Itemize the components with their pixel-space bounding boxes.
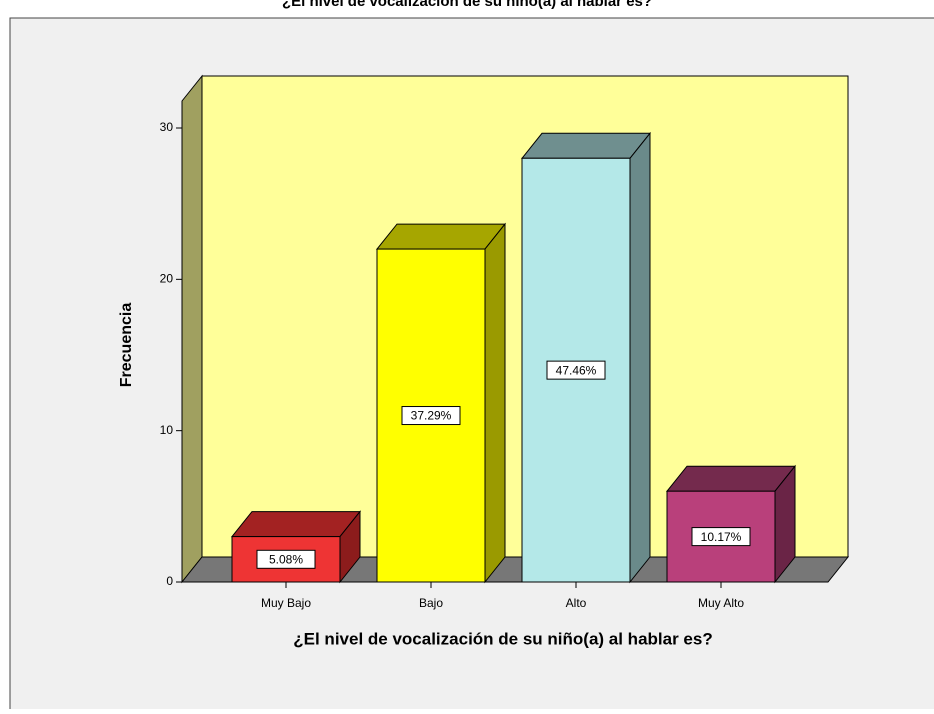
value-label-box <box>256 549 316 569</box>
value-label-box <box>691 527 751 547</box>
y-tick-label: 20 <box>160 272 174 286</box>
x-tick-label: Alto <box>566 596 587 610</box>
bar-side <box>484 222 506 584</box>
value-label: 47.46% <box>556 363 597 377</box>
bar-top <box>665 465 797 492</box>
value-label: 5.08% <box>269 552 303 566</box>
x-tick-label: Muy Bajo <box>261 596 311 610</box>
y-tick-label: 10 <box>160 423 174 437</box>
y-tick-label: 0 <box>166 574 173 588</box>
bar-top <box>230 511 362 538</box>
value-label-box <box>401 406 461 426</box>
x-tick-label: Bajo <box>419 596 443 610</box>
bar-side <box>629 131 651 584</box>
x-axis-title: ¿El nivel de vocalización de su niño(a) … <box>293 629 712 648</box>
chart-title: ¿El nivel de vocalización de su niño(a) … <box>282 0 652 10</box>
y-tick-label: 30 <box>160 120 174 134</box>
side-wall <box>181 74 203 584</box>
x-tick-label: Muy Alto <box>698 596 744 610</box>
y-axis-title: Frecuencia <box>118 303 135 388</box>
bar-top <box>375 223 507 250</box>
value-label: 10.17% <box>701 530 742 544</box>
value-label-box <box>546 360 606 380</box>
value-label: 37.29% <box>411 409 452 423</box>
bar-top <box>520 132 652 159</box>
